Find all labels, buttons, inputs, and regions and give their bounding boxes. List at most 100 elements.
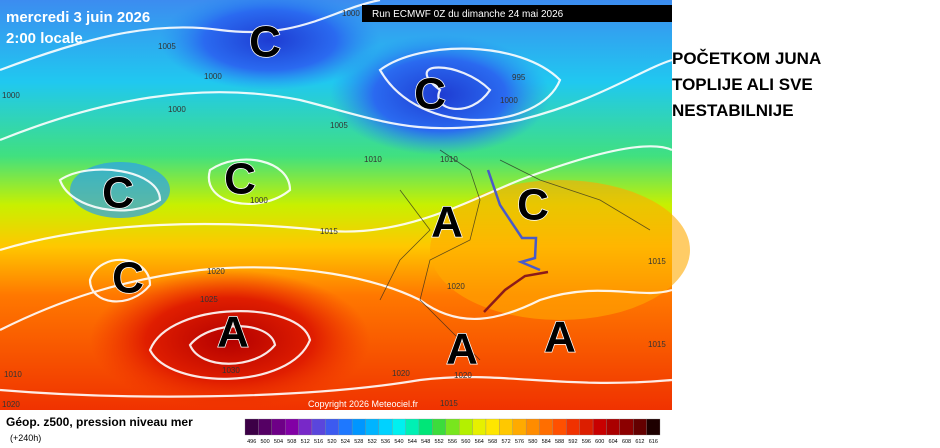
isobar-label: 1010 — [364, 155, 382, 164]
legend-label: 508 — [287, 439, 296, 445]
legend-swatch — [418, 418, 433, 436]
legend-label: 580 — [528, 439, 537, 445]
low-pressure: C — [112, 254, 144, 303]
annotation-line: POČETKOM JUNA — [672, 49, 821, 68]
high-pressure: A — [446, 325, 478, 374]
legend-swatch — [378, 418, 393, 436]
legend-swatch — [432, 418, 446, 436]
legend-label: 592 — [568, 439, 577, 445]
low-pressure: C — [102, 169, 134, 218]
isobar-label: 1000 — [342, 9, 360, 18]
legend-label: 616 — [649, 439, 658, 445]
isobar-label: 1000 — [500, 96, 518, 105]
legend-swatch — [405, 418, 420, 436]
isobar-label: 1005 — [158, 42, 176, 51]
legend-swatch — [311, 418, 326, 436]
legend-swatch — [285, 418, 299, 436]
legend-swatch — [646, 418, 661, 436]
low-pressure: C — [517, 181, 549, 230]
legend-swatch — [472, 418, 487, 436]
isobar-label: 1015 — [648, 257, 666, 266]
legend-swatch — [485, 418, 500, 436]
legend-label: 548 — [421, 439, 430, 445]
legend-swatch — [633, 418, 647, 436]
isobar-label: 1020 — [207, 267, 225, 276]
legend-swatch — [271, 418, 286, 436]
legend-label: 512 — [301, 439, 310, 445]
dynamic-layer: 1000 1005 1000 1000 995 1000 1005 1010 1010 1000 1… — [2, 9, 666, 445]
isobar-label: 1005 — [330, 121, 348, 130]
legend-label: 568 — [488, 439, 497, 445]
legend-swatch — [365, 418, 380, 436]
run-banner — [362, 5, 672, 22]
legend-label: 496 — [247, 439, 256, 445]
legend-swatch — [392, 418, 406, 436]
legend-label: 536 — [381, 439, 390, 445]
legend-label: 576 — [515, 439, 524, 445]
legend-swatch — [338, 418, 353, 436]
legend-swatch — [244, 418, 259, 436]
legend-label: 588 — [555, 439, 564, 445]
legend-label: 516 — [314, 439, 323, 445]
copyright: Copyright 2026 Meteociel.fr — [308, 399, 418, 409]
legend-label: 600 — [595, 439, 604, 445]
legend-swatch — [445, 418, 460, 436]
run-label: Run ECMWF 0Z du dimanche 24 mai 2026 — [372, 9, 564, 20]
legend-swatch — [579, 418, 594, 436]
legend-swatch — [512, 418, 527, 436]
annotation-line: NESTABILNIJE — [672, 101, 794, 120]
isobar-label: 1015 — [440, 399, 458, 408]
legend-label: 604 — [609, 439, 618, 445]
legend-swatch — [619, 418, 634, 436]
legend-swatch — [351, 418, 366, 436]
legend-label: 500 — [260, 439, 269, 445]
legend-swatch — [298, 418, 313, 436]
legend-swatch — [592, 418, 607, 436]
legend-label: 556 — [448, 439, 457, 445]
legend-swatch — [325, 418, 339, 436]
footer-title: Géop. z500, pression niveau mer — [6, 415, 193, 429]
legend-label: 584 — [542, 439, 551, 445]
legend-swatch — [525, 418, 540, 436]
low-pressure: C — [249, 18, 281, 67]
isobar-label: 1015 — [648, 340, 666, 349]
legend-label: 596 — [582, 439, 591, 445]
legend-label: 532 — [368, 439, 377, 445]
isobar-label: 1020 — [392, 369, 410, 378]
legend-swatch — [539, 418, 554, 436]
legend-label: 540 — [394, 439, 403, 445]
legend-label: 524 — [341, 439, 350, 445]
legend-label: 572 — [501, 439, 510, 445]
legend-label: 612 — [635, 439, 644, 445]
legend-label: 608 — [622, 439, 631, 445]
annotation-line: TOPLIJE ALI SVE — [672, 75, 813, 94]
isobar-label: 1000 — [2, 91, 20, 100]
isobar-label: 1020 — [447, 282, 465, 291]
legend-label: 528 — [354, 439, 363, 445]
isobar-label: 1030 — [222, 366, 240, 375]
isobar-label: 1010 — [4, 370, 22, 379]
legend-label: 552 — [435, 439, 444, 445]
map-date: mercredi 3 juin 2026 — [6, 9, 150, 26]
low-pressure: C — [224, 155, 256, 204]
isobar-label: 1000 — [204, 72, 222, 81]
legend-swatch — [459, 418, 473, 436]
map-time: 2:00 locale — [6, 30, 83, 47]
legend-label: 520 — [327, 439, 336, 445]
isobar-label: 1000 — [168, 105, 186, 114]
low-pressure: C — [414, 70, 446, 119]
legend-swatch — [499, 418, 513, 436]
high-pressure: A — [217, 308, 249, 357]
legend-swatch — [606, 418, 620, 436]
legend-label: 504 — [274, 439, 283, 445]
footer-lead: (+240h) — [10, 433, 41, 443]
isobar-label: 1025 — [200, 295, 218, 304]
isobar-label: 1000 — [250, 196, 268, 205]
isobar-label: 1015 — [320, 227, 338, 236]
legend-label: 544 — [408, 439, 417, 445]
high-pressure: A — [544, 313, 576, 362]
isobar-label: 995 — [512, 73, 526, 82]
isobar-label: 1020 — [2, 400, 20, 409]
